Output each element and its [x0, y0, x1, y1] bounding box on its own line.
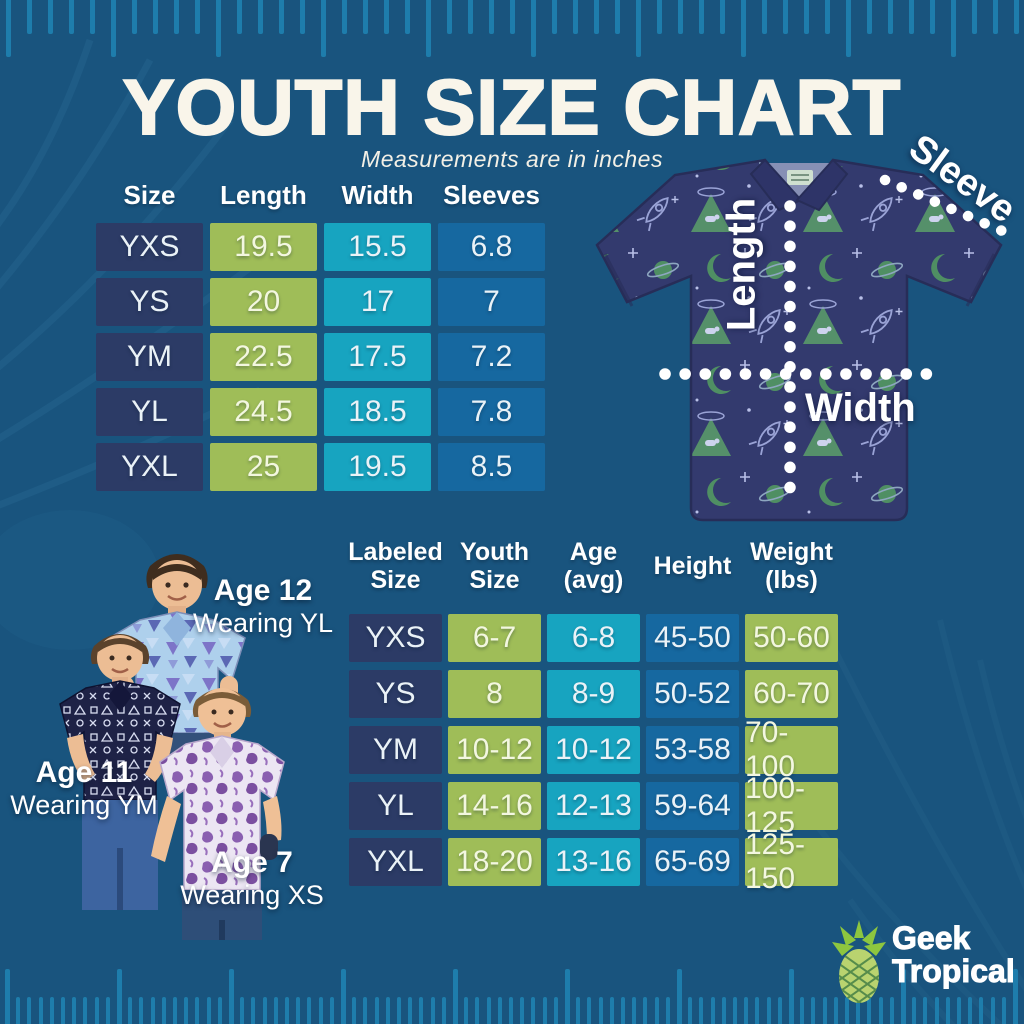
pineapple-icon	[832, 920, 886, 1003]
table-cell: 14-16	[448, 782, 541, 830]
model-wearing-size: Wearing YL	[192, 607, 334, 638]
table-cell: 25	[210, 443, 317, 491]
length-label: Length	[719, 197, 764, 332]
table-cell: 6.8	[438, 223, 545, 271]
page-subtitle: Measurements are in inches	[361, 146, 663, 172]
model-label: Age 12 Wearing YL	[192, 574, 334, 638]
model-age: Age 11	[35, 756, 133, 789]
size-row-label: YL	[96, 388, 203, 436]
table-cell: 53-58	[646, 726, 739, 774]
shirt-body	[595, 158, 1003, 522]
table-cell: 50-60	[745, 614, 838, 662]
size-row-label: YM	[349, 726, 442, 774]
size-row-label: YS	[96, 278, 203, 326]
shirt-illustration	[595, 158, 1013, 522]
table-cell: 70-100	[745, 716, 838, 783]
age-fit-table: Labeled Size Youth Size Age (avg) Height…	[348, 526, 838, 895]
table-cell: 18.5	[324, 388, 431, 436]
table-cell: 7.8	[438, 388, 545, 436]
table-cell: 19.5	[210, 223, 317, 271]
table-cell: 50-52	[646, 670, 739, 718]
sleeve-dotted-line	[879, 174, 1013, 239]
table-cell: 8.5	[438, 443, 545, 491]
model-age: Age 7	[211, 846, 293, 879]
table-cell: 7	[438, 278, 545, 326]
table-cell: 22.5	[210, 333, 317, 381]
width-label: Width	[805, 386, 916, 430]
table-cell: 10-12	[448, 726, 541, 774]
model-label: Age 7 Wearing XS	[170, 846, 334, 910]
brand-name-line2: Tropical	[892, 953, 1016, 990]
column-header: Labeled Size	[348, 538, 443, 594]
size-row-label: YXS	[349, 614, 442, 662]
column-header: Length	[220, 180, 307, 211]
table-cell: 7.2	[438, 333, 545, 381]
column-header: Height	[653, 552, 732, 580]
ruler-top-decoration	[0, 0, 1024, 60]
kid-age-11	[59, 634, 181, 910]
table-cell: 8-9	[547, 670, 640, 718]
brand-name-line1: Geek	[892, 920, 971, 956]
table-cell: 60-70	[745, 670, 838, 718]
table-cell: 100-125	[745, 772, 838, 839]
size-row-label: YXL	[96, 443, 203, 491]
column-header: Width	[341, 180, 414, 211]
page-title: YOUTH SIZE CHART	[122, 62, 902, 152]
table-cell: 125-150	[745, 828, 838, 895]
column-header: Age (avg)	[563, 538, 624, 594]
size-row-label: YL	[349, 782, 442, 830]
table-cell: 65-69	[646, 838, 739, 886]
kid-age-7	[151, 688, 285, 940]
model-wearing-size: Wearing YM	[10, 789, 158, 820]
shirt-measurement-diagram: Length Width Sleeve	[575, 127, 1024, 530]
table-cell: 12-13	[547, 782, 640, 830]
size-row-label: YM	[96, 333, 203, 381]
size-row-label: YXS	[96, 223, 203, 271]
column-header: Youth Size	[460, 538, 529, 594]
table-cell: 18-20	[448, 838, 541, 886]
column-header: Size	[123, 180, 176, 211]
table-cell: 24.5	[210, 388, 317, 436]
table-cell: 59-64	[646, 782, 739, 830]
table-cell: 15.5	[324, 223, 431, 271]
table-cell: 17.5	[324, 333, 431, 381]
kid-models-photo	[20, 528, 350, 940]
size-row-label: YXL	[349, 838, 442, 886]
brand-name: Geek Tropical	[892, 920, 1016, 990]
model-label: Age 11 Wearing YM	[2, 756, 166, 820]
table-cell: 6-7	[448, 614, 541, 662]
model-age: Age 12	[213, 574, 313, 607]
column-header: Weight (lbs)	[750, 538, 833, 594]
kids-illustration	[59, 554, 285, 940]
table-cell: 45-50	[646, 614, 739, 662]
table-cell: 20	[210, 278, 317, 326]
column-header: Sleeves	[443, 180, 540, 211]
table-cell: 8	[448, 670, 541, 718]
table-cell: 13-16	[547, 838, 640, 886]
size-measurements-table: Size Length Width Sleeves YXS 19.5 15.5 …	[96, 176, 545, 491]
table-cell: 10-12	[547, 726, 640, 774]
size-row-label: YS	[349, 670, 442, 718]
table-cell: 17	[324, 278, 431, 326]
model-wearing-size: Wearing XS	[180, 879, 324, 910]
table-cell: 6-8	[547, 614, 640, 662]
brand-logo: Geek Tropical	[826, 918, 1024, 1008]
table-cell: 19.5	[324, 443, 431, 491]
